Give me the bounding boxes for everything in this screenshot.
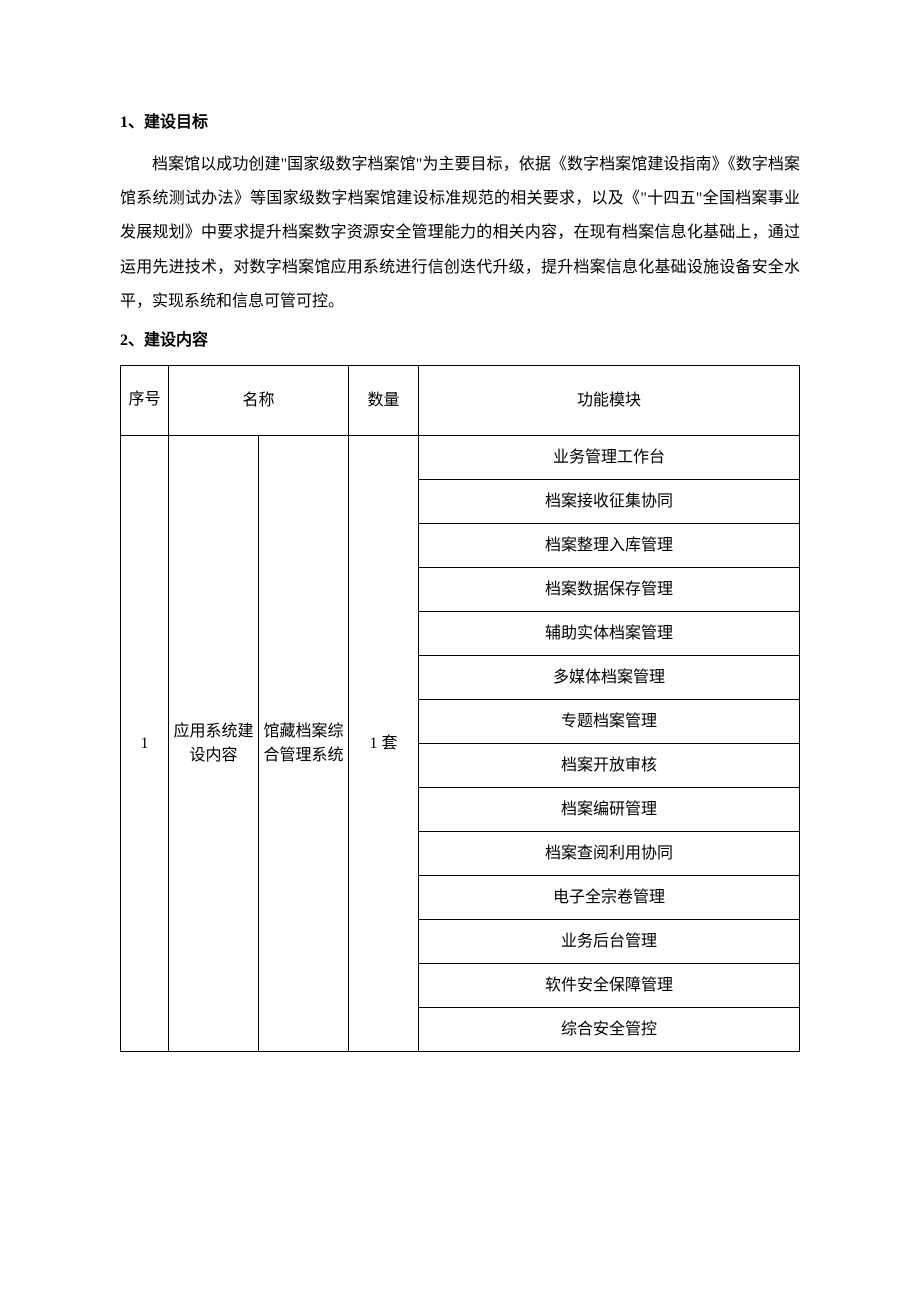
cell-qty: 1 套 <box>349 436 419 1052</box>
cell-seq: 1 <box>121 436 169 1052</box>
paragraph-goals-body: 档案馆以成功创建"国家级数字档案馆"为主要目标，依据《数字档案馆建设指南》《数字… <box>120 148 800 320</box>
section-content: 2、建设内容 序号 名称 数量 功能模块 1 应 <box>120 328 800 1053</box>
section-heading-goals: 1、建设目标 <box>120 110 800 136</box>
cell-module: 综合安全管控 <box>419 1008 800 1052</box>
th-seq: 序号 <box>121 366 169 436</box>
cell-module: 业务后台管理 <box>419 920 800 964</box>
cell-module: 档案数据保存管理 <box>419 568 800 612</box>
cell-module: 业务管理工作台 <box>419 436 800 480</box>
cell-module: 电子全宗卷管理 <box>419 876 800 920</box>
th-seq-text: 序号 <box>128 385 160 415</box>
cell-name-b: 馆藏档案综合管理系统 <box>259 436 349 1052</box>
content-table-wrap: 序号 名称 数量 功能模块 1 应用系统建设内容 馆藏档案综合管理系统 1 套 … <box>120 365 800 1052</box>
cell-module: 档案接收征集协同 <box>419 480 800 524</box>
table-header-row: 序号 名称 数量 功能模块 <box>121 366 800 436</box>
content-table: 序号 名称 数量 功能模块 1 应用系统建设内容 馆藏档案综合管理系统 1 套 … <box>120 365 800 1052</box>
section-goals: 1、建设目标 档案馆以成功创建"国家级数字档案馆"为主要目标，依据《数字档案馆建… <box>120 110 800 320</box>
cell-module: 专题档案管理 <box>419 700 800 744</box>
cell-module: 档案整理入库管理 <box>419 524 800 568</box>
th-module: 功能模块 <box>419 366 800 436</box>
th-name: 名称 <box>169 366 349 436</box>
cell-module: 辅助实体档案管理 <box>419 612 800 656</box>
cell-module: 档案编研管理 <box>419 788 800 832</box>
cell-name-a: 应用系统建设内容 <box>169 436 259 1052</box>
section-heading-content: 2、建设内容 <box>120 328 800 354</box>
th-qty: 数量 <box>349 366 419 436</box>
cell-module: 软件安全保障管理 <box>419 964 800 1008</box>
cell-module: 档案查阅利用协同 <box>419 832 800 876</box>
table-row: 1 应用系统建设内容 馆藏档案综合管理系统 1 套 业务管理工作台 <box>121 436 800 480</box>
cell-module: 多媒体档案管理 <box>419 656 800 700</box>
cell-module: 档案开放审核 <box>419 744 800 788</box>
